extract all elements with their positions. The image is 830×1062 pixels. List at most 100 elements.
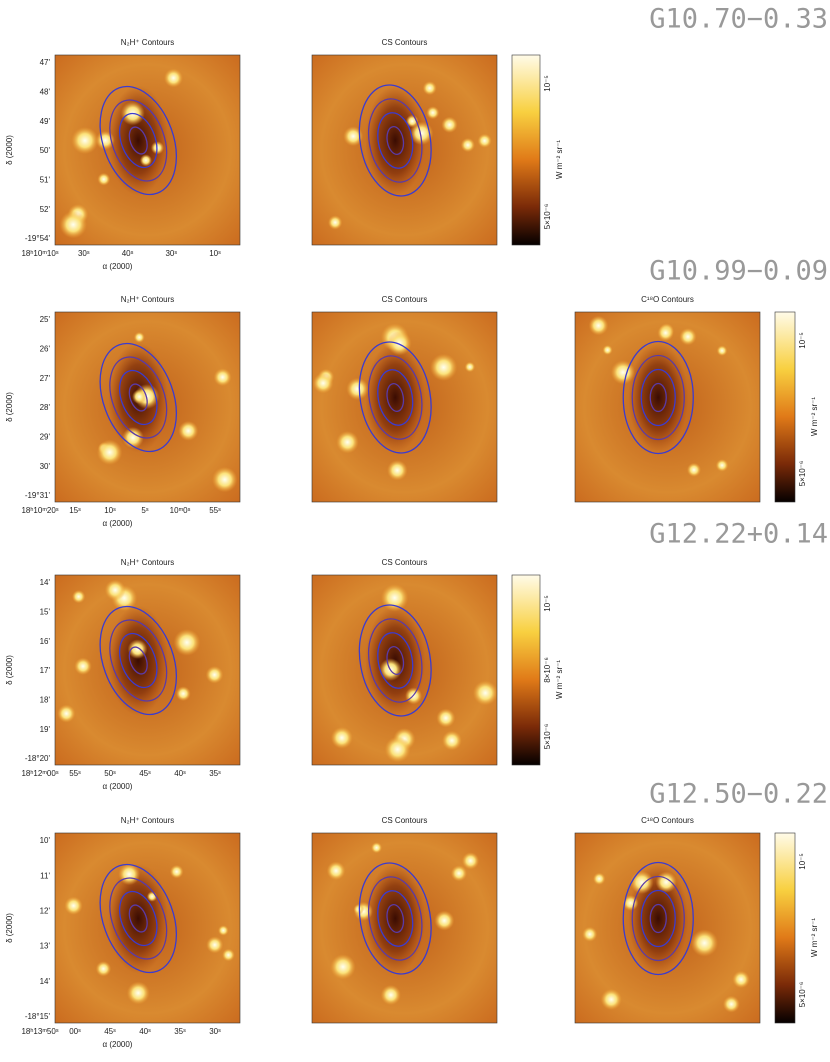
y-tick-label: 51' [40,175,51,184]
star [346,377,369,401]
contour [622,340,694,455]
star [95,130,115,150]
y-tick-label: 11' [40,871,50,880]
y-tick-label: 47' [40,58,51,67]
panel-title: C¹⁸O Contours [641,816,694,825]
star [330,726,353,749]
contour [99,605,177,716]
dark-cloud [108,605,169,716]
star [96,439,123,466]
star [327,215,343,230]
y-tick-label: 13' [40,942,51,951]
frame [574,311,761,503]
contour [386,125,405,156]
y-tick-label: 48' [40,87,51,96]
colorbar-label: 10⁻⁵ [798,332,807,348]
contour [640,889,676,948]
x-tick-label: 18ʰ12ᵐ00ˢ [21,769,58,778]
sky-image [54,311,241,503]
contour [358,862,432,975]
frame [54,574,241,766]
contour [109,877,168,960]
star [206,936,224,954]
contour [118,632,158,689]
star [441,116,458,133]
star [602,344,613,355]
contour [649,903,667,934]
star [630,870,654,894]
y-tick-label: 25' [40,315,51,324]
contour [118,112,158,169]
contour [128,383,148,412]
x-tick-label: 35ˢ [174,1027,186,1036]
dark-cloud [365,342,426,453]
contour [649,382,667,413]
sky-image [54,832,241,1024]
y-tick-label: 15' [40,607,51,616]
star [472,680,498,706]
star [213,368,232,387]
sky-image [311,832,498,1024]
panel-title: N₂H⁺ Contours [121,38,175,47]
star [686,462,702,477]
star [178,420,199,441]
colorbar-unit: W m⁻² sr⁻¹ [555,660,564,699]
panel-title: C¹⁸O Contours [641,295,694,304]
star [163,68,183,88]
panel-title: N₂H⁺ Contours [121,295,175,304]
y-tick-label: 16' [40,637,51,646]
colorbar-label: 10⁻⁵ [798,853,807,869]
dark-cloud [365,85,426,196]
contour [109,356,168,439]
star [610,360,636,385]
star [690,929,719,957]
x-tick-label: 30ˢ [165,249,177,258]
star [169,864,184,879]
contour [118,369,158,426]
star [212,466,238,493]
x-tick-label: 18ʰ13ᵐ50ˢ [21,1027,58,1036]
colorbar-label: 5×10⁻⁶ [798,461,807,487]
x-tick-label: 35ˢ [209,769,221,778]
contour [622,861,694,976]
star [127,639,148,659]
contour [99,342,177,453]
y-tick-label: 19' [40,725,51,734]
star [384,736,411,763]
y-tick-label: -18°15' [25,1012,51,1021]
contour [118,890,158,947]
sky-image [311,311,498,503]
star [436,708,456,728]
contour [377,890,414,947]
x-axis-label: α (2000) [103,782,133,791]
contour [128,904,148,933]
star [655,871,677,893]
star [460,137,476,153]
dark-cloud [628,342,689,453]
star [450,865,468,882]
contour [367,618,423,703]
y-tick-label: -19°31' [25,491,51,500]
star [732,970,750,989]
contour [109,619,168,702]
star [139,154,152,167]
star [57,704,76,723]
colorbar-label: 5×10⁻⁶ [543,204,552,230]
star [336,430,359,454]
star [126,981,150,1005]
source-name: G10.99−0.09 [649,256,828,287]
contour [367,876,423,961]
colorbar [511,54,541,246]
x-tick-label: 45ˢ [104,1027,116,1036]
source-name: G12.22+0.14 [649,519,828,550]
dark-cloud [365,863,426,974]
contour [367,98,423,183]
star [133,331,145,343]
frame [311,54,498,246]
panel-title: CS Contours [382,558,428,567]
panel-title: N₂H⁺ Contours [121,816,175,825]
star [434,910,455,931]
star [131,389,147,405]
x-tick-label: 10ˢ [104,506,116,515]
